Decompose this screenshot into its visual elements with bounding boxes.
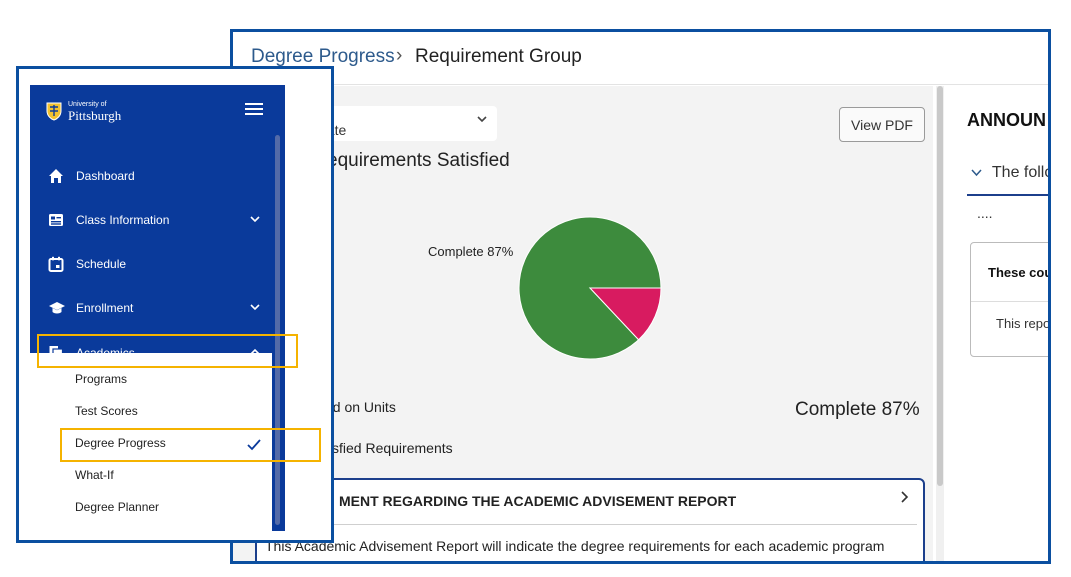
pie-slice-label-complete: Complete 87% bbox=[428, 244, 514, 259]
advisement-card-title: MENT REGARDING THE ACADEMIC ADVISEMENT R… bbox=[339, 493, 737, 509]
degree-progress-window: Degree Progress › Requirement Group uate… bbox=[230, 29, 1051, 564]
satisfied-requirements-label: tisfied Requirements bbox=[325, 440, 453, 456]
sidebar-item-label: Dashboard bbox=[76, 169, 135, 183]
home-icon bbox=[49, 169, 63, 183]
announcement-toggle-label: The follo bbox=[991, 164, 1051, 181]
logo-big-text: Pittsburgh bbox=[68, 108, 122, 123]
announcements-heading: ANNOUN bbox=[967, 110, 1046, 130]
announcement-toggle[interactable]: The follo bbox=[971, 164, 1051, 182]
completion-pie-chart bbox=[518, 216, 662, 360]
breadcrumb-degree-progress-link[interactable]: Degree Progress bbox=[251, 46, 395, 67]
sidebar-window: University of Pittsburgh Dashboard Class… bbox=[16, 66, 334, 543]
sidebar-item-label: Schedule bbox=[76, 257, 127, 271]
academics-submenu: Programs Test Scores Degree Progress Wha… bbox=[30, 353, 272, 531]
advisement-report-card[interactable]: MENT REGARDING THE ACADEMIC ADVISEMENT R… bbox=[255, 478, 925, 561]
advisement-card-body: This Academic Advisement Report will ind… bbox=[265, 538, 885, 554]
sidebar-item-schedule[interactable]: Schedule bbox=[30, 248, 285, 280]
sidebar-item-class-information[interactable]: Class Information bbox=[30, 204, 285, 236]
chevron-down-icon bbox=[971, 164, 986, 180]
sidebar-item-enrollment[interactable]: Enrollment bbox=[30, 292, 285, 324]
complete-percentage: Complete 87% bbox=[795, 399, 920, 420]
submenu-item-degree-progress[interactable]: Degree Progress bbox=[75, 436, 166, 450]
chevron-down-icon bbox=[250, 216, 260, 223]
divider bbox=[265, 524, 917, 525]
sidebar-item-dashboard[interactable]: Dashboard bbox=[30, 160, 285, 192]
announcement-ellipsis: .... bbox=[977, 205, 993, 221]
submenu-item-what-if[interactable]: What-If bbox=[75, 468, 114, 482]
based-on-units-label: ed on Units bbox=[325, 399, 396, 415]
chevron-right-icon[interactable] bbox=[899, 489, 911, 509]
hamburger-menu-icon[interactable] bbox=[245, 102, 263, 116]
graduation-cap-icon bbox=[49, 302, 65, 314]
sidebar-scrollbar[interactable] bbox=[275, 135, 280, 525]
sidebar-item-label: Enrollment bbox=[76, 301, 134, 315]
announcement-box: These cou This repo bbox=[970, 242, 1051, 357]
calendar-icon bbox=[48, 256, 64, 272]
academics-highlight-box bbox=[37, 334, 298, 368]
content-scrollbar-thumb[interactable] bbox=[937, 86, 943, 486]
degree-progress-highlight-box bbox=[60, 428, 321, 462]
pie-slice-remaining[interactable] bbox=[588, 287, 662, 341]
announcement-underline bbox=[967, 194, 1048, 196]
divider bbox=[971, 301, 1048, 302]
submenu-item-degree-planner[interactable]: Degree Planner bbox=[75, 500, 160, 514]
requirements-satisfied-title: equirements Satisfied bbox=[327, 150, 510, 171]
breadcrumb-separator: › bbox=[396, 45, 403, 66]
sidebar: University of Pittsburgh Dashboard Class… bbox=[30, 85, 285, 531]
career-select[interactable]: uate bbox=[313, 106, 497, 141]
breadcrumb: Degree Progress › Requirement Group bbox=[233, 32, 1048, 85]
checkmark-icon bbox=[247, 439, 261, 451]
chevron-down-icon bbox=[250, 304, 260, 311]
university-logo[interactable]: University of Pittsburgh bbox=[44, 100, 122, 123]
chevron-down-icon bbox=[475, 112, 489, 131]
announcement-box-body: This repo bbox=[996, 316, 1051, 331]
breadcrumb-current: Requirement Group bbox=[415, 46, 582, 67]
requirements-content: uate View PDF equirements Satisfied Comp… bbox=[233, 86, 933, 561]
class-info-icon bbox=[49, 214, 63, 226]
submenu-item-programs[interactable]: Programs bbox=[75, 372, 128, 386]
sidebar-item-label: Class Information bbox=[76, 213, 170, 227]
view-pdf-button[interactable]: View PDF bbox=[839, 107, 925, 142]
pitt-seal-icon bbox=[46, 102, 62, 121]
chevron-up-icon bbox=[250, 348, 260, 355]
announcements-panel: ANNOUN The follo .... These cou This rep… bbox=[945, 86, 1051, 561]
announcement-box-title: These cou bbox=[988, 265, 1051, 280]
submenu-item-test-scores[interactable]: Test Scores bbox=[75, 404, 138, 418]
logo-small-text: University of bbox=[68, 101, 107, 108]
